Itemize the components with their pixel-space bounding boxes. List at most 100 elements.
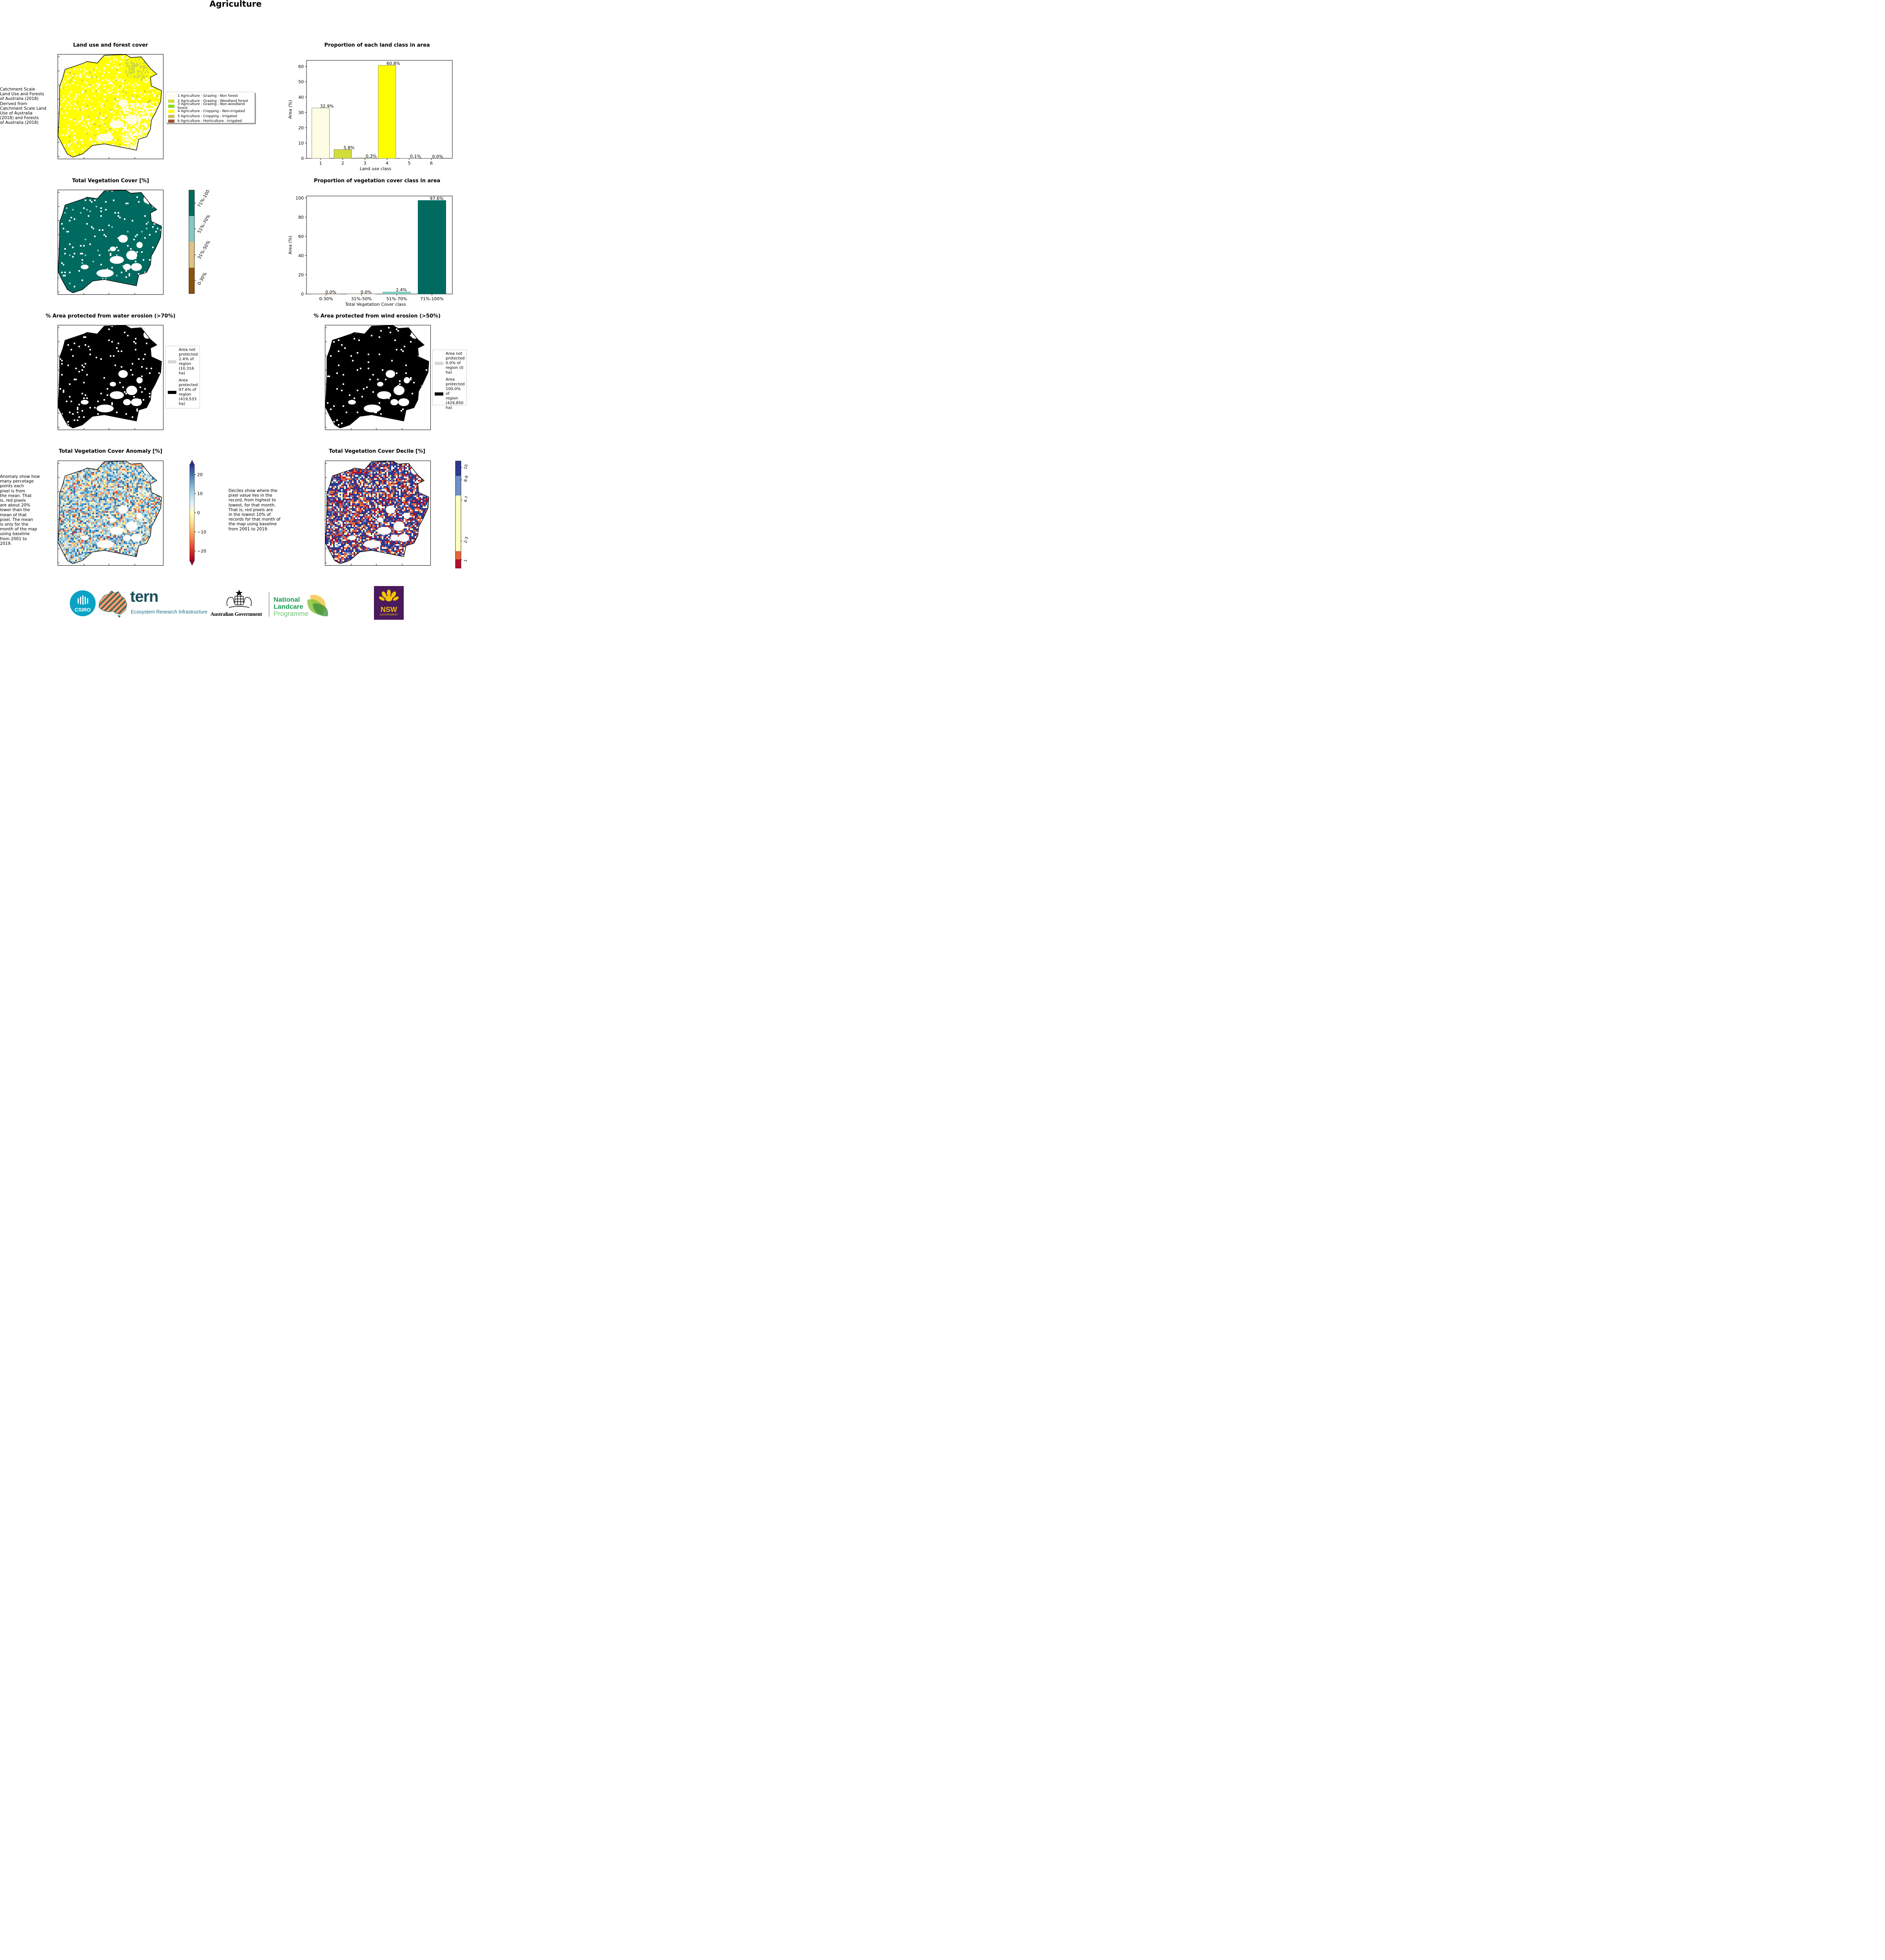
bar-2 [334, 149, 352, 159]
decile-map [325, 461, 431, 566]
data-label: 0.0% [325, 290, 336, 295]
nsw-logo: NSW GOVERNMENT [374, 586, 404, 620]
colorbar-segment [455, 551, 461, 559]
colorbar-label: 2-3 [463, 536, 469, 544]
data-label: 2.4% [396, 287, 407, 292]
data-label: 97.6% [430, 196, 444, 201]
bar-51%-70% [383, 292, 411, 294]
colorbar-label: 31%-50% [196, 240, 211, 260]
colorbar-label: 51%-70% [196, 214, 211, 234]
x-tick-label: 3 [364, 161, 366, 166]
legend-swatch [168, 114, 174, 118]
x-tick-label: 51%-70% [386, 296, 407, 301]
x-axis-label: Land use class [360, 166, 392, 171]
y-axis-label: Area (%) [288, 100, 293, 119]
nlp-wordmark-3: Programme [274, 610, 308, 617]
y-tick-label: 60 [298, 234, 304, 239]
colorbar-label: 20 [197, 472, 203, 477]
waratah-icon [379, 590, 399, 601]
colorbar-label: 1 [463, 559, 468, 563]
legend-label: 4 Agriculture - Cropping - Non-irrigated [178, 109, 245, 113]
data-label: 0.3% [366, 154, 377, 159]
landuse-map [58, 54, 163, 159]
legend-swatch [168, 120, 174, 123]
x-tick-label: 6 [430, 161, 433, 166]
tern-subtitle: Ecosystem Research Infrastructure [131, 609, 208, 615]
landuse-note: Catchment Scale Land Use and Forests of … [0, 87, 47, 125]
nsw-subtitle: GOVERNMENT [379, 613, 398, 616]
tvc-map-title: Total Vegetation Cover [%] [72, 178, 149, 184]
colorbar-label: 4-7 [463, 495, 469, 503]
data-label: 5.8% [344, 145, 355, 150]
data-label: 0.0% [432, 154, 443, 159]
y-tick-label: 0 [301, 156, 304, 161]
y-tick-label: 30 [298, 110, 304, 115]
legend-swatch [435, 392, 443, 396]
csiro-logo: CSIRO [70, 590, 96, 616]
x-tick-label: 0-30% [319, 296, 333, 301]
legend-swatch [168, 104, 174, 108]
x-tick-label: 71%-100% [420, 296, 444, 301]
legend-label: 2 Agriculture - Grazing - Woodland fores… [178, 99, 249, 103]
legend-label: 6 Agriculture - Horticulture - Irrigated [178, 119, 242, 123]
landuse-legend-item: 1 Agriculture - Grazing - Non forest [168, 94, 252, 99]
y-tick-label: 40 [298, 253, 304, 258]
colorbar-label: −20 [197, 549, 206, 554]
bar-1 [312, 108, 330, 159]
csiro-mark-icon [78, 595, 88, 605]
landuse-legend: 1 Agriculture - Grazing - Non forest 2 Ag… [165, 92, 255, 123]
bar-71%-100% [418, 200, 446, 294]
landuse-legend-item: 3 Agriculture - Grazing - Non-woodland f… [168, 102, 252, 110]
legend-swatch [168, 94, 174, 98]
decile-map-title: Total Vegetation Cover Decile [%] [329, 448, 425, 454]
legend-swatch [435, 362, 443, 365]
bar-4 [378, 65, 396, 159]
legend-label: Area protected 97.6% of region (419,533 … [179, 378, 198, 406]
data-label: 60.8% [386, 61, 400, 66]
colorbar-label: 8-9 [463, 475, 469, 483]
csiro-wordmark: CSIRO [74, 607, 91, 613]
tvc-map [58, 190, 163, 295]
colorbar-segment [189, 190, 194, 216]
data-label: 0.1% [410, 154, 421, 159]
colorbar-label: 10 [463, 464, 469, 470]
wind-erosion-title: % Area protected from wind erosion (>50%… [314, 313, 441, 319]
landclass-bar-chart: 0 10 20 30 40 50 60 1 32.9% 2 5.8% 30.3% 4 60.8% 5 0.1%… [288, 60, 453, 171]
colorbar-extend-top [189, 460, 195, 465]
nsw-wordmark: NSW [381, 606, 397, 613]
y-tick-label: 60 [298, 64, 304, 69]
y-tick-label: 100 [296, 196, 304, 201]
data-label: 0.0% [361, 290, 372, 295]
colorbar-gradient [189, 465, 195, 561]
wind-erosion-legend: Area not protected 0.0% of region (0 ha)… [432, 350, 467, 410]
colorbar-segment [455, 461, 461, 476]
colorbar-label: 71%-100% [196, 190, 212, 209]
colorbar-label: −10 [197, 530, 206, 535]
legend-label: Area not protected 0.0% of region (0 ha) [446, 352, 465, 375]
vegcover-bar-chart: 0204060801000-30%0.0%31%-50%0.0%51%-70%2… [288, 196, 453, 307]
wind-erosion-map [325, 325, 431, 430]
water-erosion-legend: Area not protected 2.4% of region (10,31… [165, 346, 200, 408]
landuse-legend-item: 4 Agriculture - Cropping - Non-irrigated [168, 109, 252, 114]
data-label: 32.9% [320, 103, 334, 109]
tern-australia-icon [98, 590, 127, 618]
x-tick-label: 1 [319, 161, 322, 166]
colorbar-segment [455, 495, 461, 551]
landuse-map-title: Land use and forest cover [73, 42, 148, 48]
legend-label: 1 Agriculture - Grazing - Non forest [178, 94, 238, 98]
colorbar-segment [189, 242, 194, 268]
anomaly-note: Anomaly show how many percetage points e… [0, 474, 40, 546]
anomaly-map-title: Total Vegetation Cover Anomaly [%] [58, 448, 163, 454]
colorbar-segment [189, 268, 194, 294]
decile-note: Deciles show where the pixel value lies … [229, 488, 281, 532]
x-tick-label: 5 [408, 161, 411, 166]
colorbar-segment [189, 216, 194, 242]
colorbar-label: 0-30% [196, 271, 208, 286]
y-tick-label: 80 [298, 215, 304, 220]
colorbar-label: 10 [197, 491, 203, 496]
coat-of-arms-icon [227, 590, 252, 608]
landuse-legend-item: 5 Agriculture - Cropping - Irrigated [168, 114, 252, 119]
x-axis-label: Total Vegetation Cover class [345, 302, 406, 307]
water-erosion-title: % Area protected from water erosion (>70… [45, 313, 176, 319]
water-legend-item: Area protected 97.6% of region (419,533 … [168, 378, 198, 407]
